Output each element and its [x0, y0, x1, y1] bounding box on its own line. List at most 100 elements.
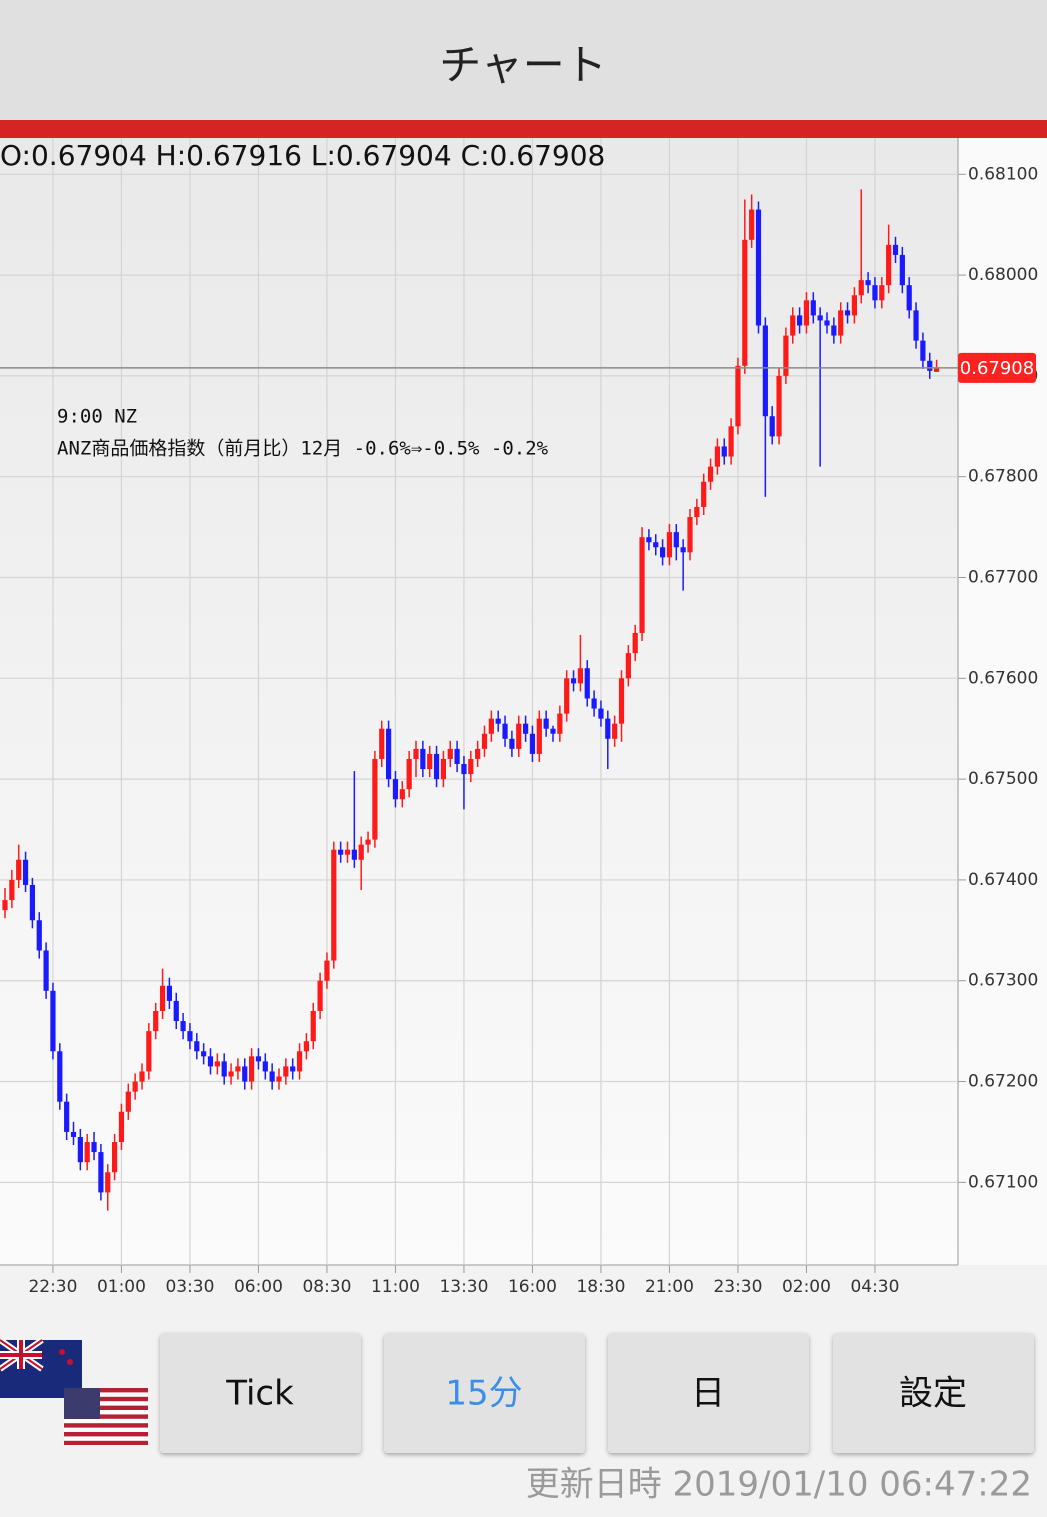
candle-body — [406, 758, 412, 790]
y-tick-label: 0.67600 — [968, 668, 1038, 688]
timeframe-button[interactable] — [833, 1333, 1034, 1453]
y-tick-label: 0.67700 — [968, 568, 1038, 588]
button-label[interactable]: 日 — [691, 1374, 725, 1414]
candle-body — [187, 1031, 193, 1042]
candle-body — [755, 209, 762, 326]
candle-body — [481, 733, 488, 749]
candle-body — [495, 718, 501, 724]
candle-body — [36, 920, 42, 951]
candle-body — [221, 1061, 227, 1077]
candle-body — [173, 1000, 179, 1022]
candle-body — [276, 1076, 282, 1082]
x-tick-label: 01:00 — [97, 1277, 146, 1297]
x-tick-label: 23:30 — [713, 1277, 762, 1297]
candle-body — [790, 315, 796, 336]
button-label[interactable]: 設定 — [899, 1374, 967, 1414]
candle-body — [317, 980, 323, 1011]
candle-body — [235, 1066, 241, 1072]
candle-body — [16, 859, 22, 880]
x-tick-label: 08:30 — [302, 1277, 351, 1297]
candle-body — [214, 1061, 220, 1067]
us-flag — [64, 1388, 148, 1445]
candle-body — [557, 713, 563, 734]
candle-body — [632, 632, 638, 654]
update-time: 更新日時 2019/01/10 06:47:22 — [526, 1465, 1032, 1505]
candle-body — [858, 280, 864, 296]
candle-body — [509, 738, 515, 749]
candle-body — [159, 985, 166, 1011]
candle-body — [803, 300, 810, 326]
candle-body — [351, 849, 357, 860]
candle-body — [379, 728, 385, 759]
candle-body — [2, 900, 8, 911]
y-tick-label: 0.67500 — [968, 769, 1038, 789]
candle-body — [22, 859, 29, 885]
ohlc-readout: O:0.67904 H:0.67916 L:0.67904 C:0.67908 — [0, 139, 605, 172]
candle-body — [228, 1071, 234, 1077]
price-axis-area — [958, 138, 1047, 1265]
candle-body — [653, 542, 659, 548]
candle-body — [742, 239, 748, 366]
candle-body — [105, 1172, 111, 1193]
candle-body — [899, 254, 905, 286]
candle-body — [824, 320, 830, 326]
candle-body — [838, 310, 844, 336]
candle-body — [831, 325, 837, 336]
candle-body — [714, 446, 720, 467]
candle-body — [591, 698, 597, 709]
x-tick-label: 03:30 — [165, 1277, 214, 1297]
candle-body — [372, 758, 378, 840]
candle-body — [194, 1041, 200, 1052]
candle-body — [612, 723, 618, 739]
candle-body — [783, 335, 789, 376]
candle-body — [70, 1131, 77, 1137]
candle-body — [680, 547, 686, 553]
candle-body — [660, 547, 666, 558]
candle-body — [570, 678, 577, 684]
candle-body — [386, 728, 392, 780]
x-tick-label: 18:30 — [576, 1277, 625, 1297]
plot-area — [0, 138, 958, 1265]
button-label[interactable]: Tick — [225, 1374, 294, 1414]
candle-body — [139, 1071, 145, 1082]
candle-body — [43, 950, 49, 991]
candle-body — [776, 375, 782, 437]
candle-body — [77, 1136, 83, 1163]
timeframe-button[interactable] — [384, 1333, 585, 1453]
candle-body — [913, 310, 919, 341]
button-label[interactable]: 15分 — [445, 1374, 522, 1414]
candle-body — [502, 723, 508, 739]
candle-body — [255, 1056, 262, 1062]
current-price-label: 0.67908 — [960, 358, 1034, 379]
candle-body — [646, 537, 652, 543]
candle-body — [365, 839, 371, 845]
timeframe-button[interactable] — [608, 1333, 809, 1453]
candle-body — [543, 718, 549, 729]
candle-body — [872, 285, 878, 301]
candle-body — [296, 1051, 303, 1072]
timeframe-button[interactable] — [160, 1333, 361, 1453]
y-tick-label: 0.67400 — [968, 870, 1038, 890]
candle-body — [735, 365, 741, 427]
candle-body — [475, 748, 481, 759]
x-tick-label: 13:30 — [439, 1277, 488, 1297]
candle-body — [290, 1066, 296, 1072]
candle-body — [564, 678, 570, 714]
candle-body — [283, 1066, 289, 1077]
candle-body — [132, 1081, 138, 1092]
y-tick-label: 0.67300 — [968, 971, 1038, 991]
candle-body — [920, 340, 926, 361]
candle-body — [242, 1066, 248, 1082]
candle-body — [324, 960, 330, 981]
x-tick-label: 16:00 — [508, 1277, 557, 1297]
candle-body — [64, 1101, 70, 1132]
candle-body — [810, 300, 816, 316]
candle-body — [331, 849, 337, 961]
candle-body — [433, 753, 440, 780]
candle-body — [447, 748, 453, 759]
button-bar: Tick 15分 日 設定 — [160, 1333, 1034, 1453]
candle-body — [673, 532, 679, 548]
candle-body — [440, 758, 446, 780]
